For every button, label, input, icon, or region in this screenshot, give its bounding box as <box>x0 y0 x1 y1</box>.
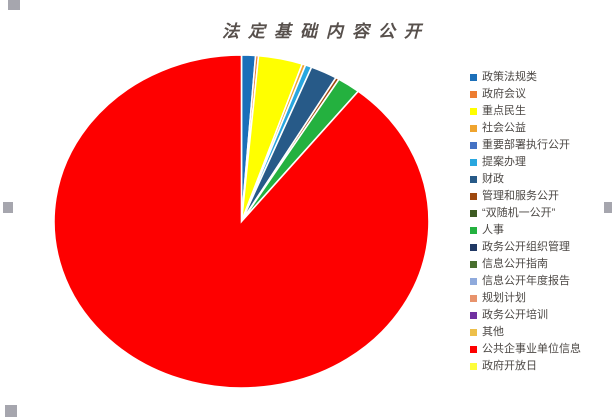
legend-label: 信息公开指南 <box>482 258 548 270</box>
legend-item[interactable]: 重点民生 <box>470 103 581 120</box>
legend-swatch <box>470 346 477 353</box>
legend-item[interactable]: 财政 <box>470 171 581 188</box>
legend-label: 提案办理 <box>482 156 526 168</box>
legend-item[interactable]: 政府会议 <box>470 86 581 103</box>
legend-swatch <box>470 142 477 149</box>
legend-item[interactable]: 其他 <box>470 324 581 341</box>
legend-label: 政务公开培训 <box>482 309 548 321</box>
legend-item[interactable]: 人事 <box>470 222 581 239</box>
legend-swatch <box>470 176 477 183</box>
legend-item[interactable]: 政策法规类 <box>470 69 581 86</box>
legend-swatch <box>470 193 477 200</box>
legend-swatch <box>470 329 477 336</box>
legend-label: 重点民生 <box>482 105 526 117</box>
legend-swatch <box>470 312 477 319</box>
pie-slice-17[interactable] <box>53 54 430 389</box>
legend-label: 政府开放日 <box>482 360 537 372</box>
legend-swatch <box>470 363 477 370</box>
selection-handle-left-middle[interactable] <box>3 202 13 213</box>
legend-swatch <box>470 159 477 166</box>
legend-swatch <box>470 108 477 115</box>
legend-swatch <box>470 295 477 302</box>
legend-label: 其他 <box>482 326 504 338</box>
legend-item[interactable]: 社会公益 <box>470 120 581 137</box>
legend-label: 社会公益 <box>482 122 526 134</box>
legend-item[interactable]: 规划计划 <box>470 290 581 307</box>
legend-item[interactable]: “双随机一公开” <box>470 205 581 222</box>
legend: 政策法规类政府会议重点民生社会公益重要部署执行公开 提案办理财政管理和服务公开 “双… <box>470 69 581 375</box>
legend-swatch <box>470 261 477 268</box>
legend-label: 重要部署执行公开 <box>482 139 570 151</box>
legend-item[interactable]: 政府开放日 <box>470 358 581 375</box>
legend-item[interactable]: 公共企事业单位信息 <box>470 341 581 358</box>
selection-handle-bottom-left[interactable] <box>5 405 17 417</box>
legend-label: 政策法规类 <box>482 71 537 83</box>
selection-handle-right-middle[interactable] <box>604 202 612 213</box>
legend-swatch <box>470 227 477 234</box>
legend-label: 人事 <box>482 224 504 236</box>
chart-title[interactable]: 法定基础内容公开 <box>222 22 430 42</box>
legend-label: 规划计划 <box>482 292 526 304</box>
legend-item[interactable]: 信息公开指南 <box>470 256 581 273</box>
legend-item[interactable]: 政务公开组织管理 <box>470 239 581 256</box>
legend-swatch <box>470 244 477 251</box>
legend-swatch <box>470 278 477 285</box>
legend-label: “双随机一公开” <box>482 207 556 219</box>
legend-item[interactable]: 信息公开年度报告 <box>470 273 581 290</box>
legend-label: 政务公开组织管理 <box>482 241 570 253</box>
legend-swatch <box>470 74 477 81</box>
legend-item[interactable]: 提案办理 <box>470 154 581 171</box>
legend-label: 政府会议 <box>482 88 526 100</box>
selection-handle-top-left[interactable] <box>8 0 20 10</box>
legend-item[interactable]: 政务公开培训 <box>470 307 581 324</box>
legend-swatch <box>470 91 477 98</box>
legend-label: 信息公开年度报告 <box>482 275 570 287</box>
legend-item[interactable]: 重要部署执行公开 <box>470 137 581 154</box>
legend-label: 财政 <box>482 173 504 185</box>
legend-swatch <box>470 210 477 217</box>
legend-label: 公共企事业单位信息 <box>482 343 581 355</box>
legend-item[interactable]: 管理和服务公开 <box>470 188 581 205</box>
legend-label: 管理和服务公开 <box>482 190 559 202</box>
legend-swatch <box>470 125 477 132</box>
